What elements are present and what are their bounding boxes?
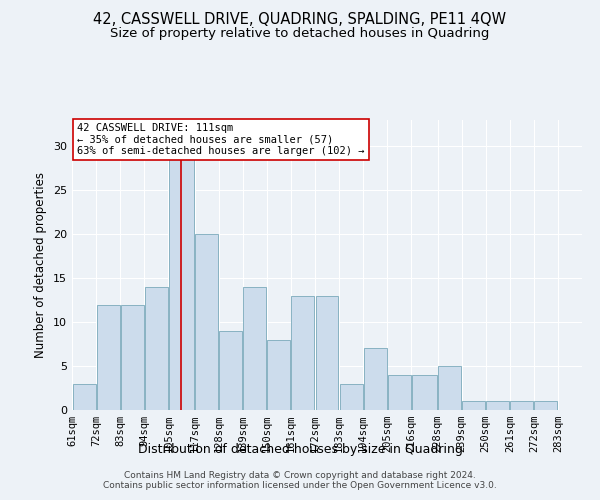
Bar (438, 366, 461, 410)
Bar (340, 384, 362, 410)
Bar (97, 304, 119, 410)
Bar (316, 296, 338, 410)
Y-axis label: Number of detached properties: Number of detached properties (34, 172, 47, 358)
Text: Contains HM Land Registry data © Crown copyright and database right 2024.
Contai: Contains HM Land Registry data © Crown c… (103, 470, 497, 490)
Bar (292, 296, 314, 410)
Text: Distribution of detached houses by size in Quadring: Distribution of detached houses by size … (137, 442, 463, 456)
Bar (121, 304, 143, 410)
Bar (511, 401, 533, 410)
Bar (535, 401, 557, 410)
Bar (169, 138, 194, 410)
Text: 42 CASSWELL DRIVE: 111sqm
← 35% of detached houses are smaller (57)
63% of semi-: 42 CASSWELL DRIVE: 111sqm ← 35% of detac… (77, 123, 365, 156)
Bar (462, 401, 485, 410)
Bar (388, 375, 411, 410)
Bar (364, 348, 386, 410)
Bar (243, 287, 266, 410)
Bar (195, 234, 218, 410)
Text: 42, CASSWELL DRIVE, QUADRING, SPALDING, PE11 4QW: 42, CASSWELL DRIVE, QUADRING, SPALDING, … (94, 12, 506, 28)
Bar (412, 375, 437, 410)
Bar (73, 384, 95, 410)
Bar (268, 340, 290, 410)
Bar (145, 287, 168, 410)
Text: Size of property relative to detached houses in Quadring: Size of property relative to detached ho… (110, 28, 490, 40)
Bar (219, 331, 242, 410)
Bar (486, 401, 509, 410)
